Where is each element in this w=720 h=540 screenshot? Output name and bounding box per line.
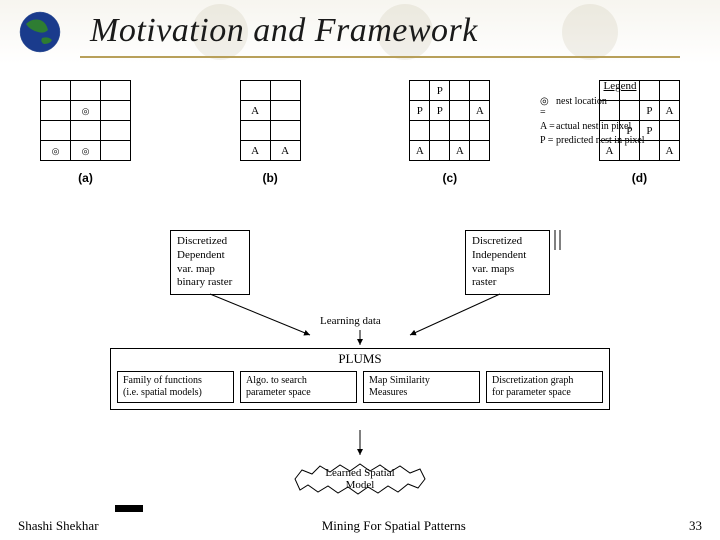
grid-cell: [470, 121, 490, 141]
plums-title: PLUMS: [111, 351, 609, 367]
learned-model-burst: Learned SpatialModel: [290, 460, 430, 498]
footer-center: Mining For Spatial Patterns: [322, 518, 466, 534]
grid-cell: [270, 121, 300, 141]
grid-cell: [430, 141, 450, 161]
legend-sym-0: ◎ =: [540, 96, 556, 118]
footer: Shashi Shekhar Mining For Spatial Patter…: [0, 518, 720, 534]
grid-cell: A: [270, 141, 300, 161]
footer-dash: [115, 505, 143, 512]
grid-c-table: PPPAAA: [409, 80, 490, 161]
logo-globe: [18, 10, 62, 54]
legend-sym-1: A =: [540, 121, 556, 132]
legend-row: P = predicted nest in pixel: [540, 135, 700, 146]
plums-row: Family of functions(i.e. spatial models)…: [111, 371, 609, 407]
grid-cell: [101, 121, 131, 141]
grid-cell: ◎: [41, 141, 71, 161]
grid-b: AAA (b): [240, 80, 301, 185]
grid-cell: A: [410, 141, 430, 161]
grid-cell: [450, 101, 470, 121]
grid-cell: ◎: [71, 101, 101, 121]
grid-cell: [450, 81, 470, 101]
grid-cell: [71, 81, 101, 101]
grid-cell: [101, 141, 131, 161]
grid-b-table: AAA: [240, 80, 301, 161]
grid-b-label: (b): [262, 171, 277, 185]
grid-cell: A: [240, 101, 270, 121]
grid-cell: P: [410, 101, 430, 121]
grid-cell: [101, 81, 131, 101]
flowchart: DiscretizedDependentvar. mapbinary raste…: [80, 230, 640, 510]
grid-c: PPPAAA (c): [409, 80, 490, 185]
grid-cell: ◎: [71, 141, 101, 161]
grid-cell: [240, 81, 270, 101]
grid-cell: P: [430, 81, 450, 101]
grid-cell: A: [450, 141, 470, 161]
plums-box-3: Discretization graphfor parameter space: [486, 371, 603, 403]
box-discretized-dep: DiscretizedDependentvar. mapbinary raste…: [170, 230, 250, 295]
plums-box-0: Family of functions(i.e. spatial models): [117, 371, 234, 403]
grid-cell: [101, 101, 131, 121]
plums-box-1: Algo. to searchparameter space: [240, 371, 357, 403]
legend-sym-2: P =: [540, 135, 556, 146]
page-title: Motivation and Framework: [90, 12, 478, 50]
box-discretized-dep-text: DiscretizedDependentvar. mapbinary raste…: [177, 235, 232, 288]
grid-cell: A: [240, 141, 270, 161]
legend-row: A = actual nest in pixel: [540, 121, 700, 132]
grid-cell: [470, 141, 490, 161]
grid-cell: [430, 121, 450, 141]
footer-right: 33: [689, 518, 702, 534]
grid-cell: [450, 121, 470, 141]
legend-txt-2: predicted nest in pixel: [556, 135, 700, 146]
legend: Legend ◎ = nest location A = actual nest…: [540, 80, 700, 149]
plums-box-2: Map SimilarityMeasures: [363, 371, 480, 403]
footer-left: Shashi Shekhar: [18, 518, 99, 534]
plums-container: PLUMS Family of functions(i.e. spatial m…: [110, 348, 610, 410]
legend-title: Legend: [540, 80, 700, 92]
legend-row: ◎ = nest location: [540, 96, 700, 118]
legend-txt-0: nest location: [556, 96, 700, 107]
learning-data-label: Learning data: [320, 315, 381, 327]
grid-c-label: (c): [442, 171, 457, 185]
legend-txt-1: actual nest in pixel: [556, 121, 700, 132]
grid-cell: [410, 81, 430, 101]
box-discretized-ind-text: DiscretizedIndependentvar. mapsraster: [472, 235, 526, 288]
grid-cell: [41, 81, 71, 101]
grid-a-label: (a): [78, 171, 93, 185]
bg-globe-3: [560, 2, 620, 62]
box-discretized-ind: DiscretizedIndependentvar. mapsraster: [465, 230, 550, 295]
grid-a-table: ◎◎◎: [40, 80, 131, 161]
grid-cell: [240, 121, 270, 141]
grid-cell: P: [430, 101, 450, 121]
grid-cell: [71, 121, 101, 141]
grid-cell: [270, 81, 300, 101]
learned-model-label: Learned SpatialModel: [290, 460, 430, 498]
grid-cell: [410, 121, 430, 141]
grid-cell: [41, 121, 71, 141]
grid-cell: [270, 101, 300, 121]
grid-cell: A: [470, 101, 490, 121]
grid-a: ◎◎◎ (a): [40, 80, 131, 185]
grid-d-label: (d): [632, 171, 647, 185]
title-underline: [80, 56, 680, 58]
grid-cell: [470, 81, 490, 101]
grid-cell: [41, 101, 71, 121]
